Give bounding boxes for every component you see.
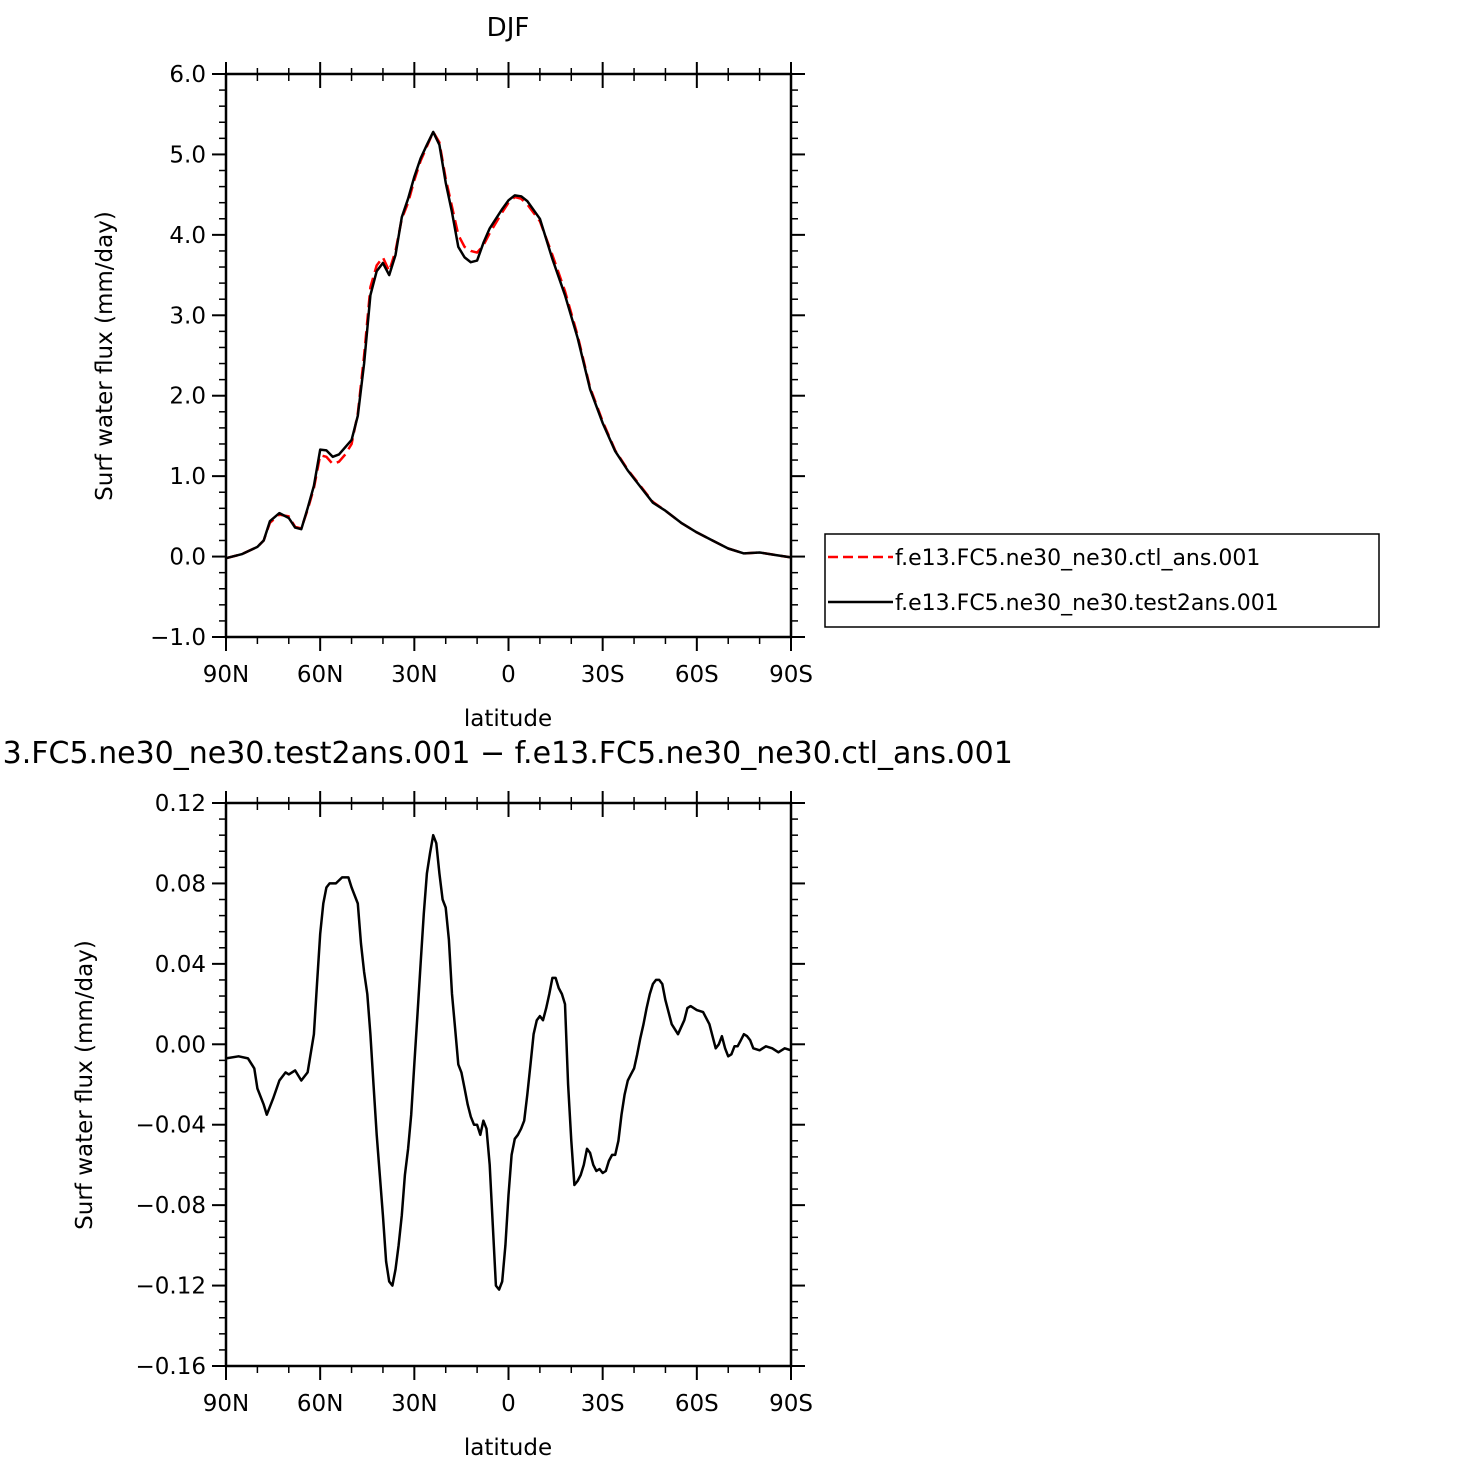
y-tick-label: 6.0 (169, 62, 206, 88)
bottom-x-axis-label: latitude (464, 1435, 552, 1461)
series-line-1 (225, 130, 792, 560)
y-tick-label: 0.08 (155, 871, 206, 897)
top-x-ticks: 90N 60N 30N 0 30S 60S 90S (203, 62, 813, 688)
bottom-y-ticks: −0.16 −0.12 −0.08 −0.04 0.00 0.04 0.08 0.12 (136, 791, 805, 1380)
top-panel: DJF −1.0 0.0 1.0 2.0 3.0 4.0 5.0 6.0 90N 60N 30N 0… (92, 13, 813, 732)
y-tick-label: 4.0 (169, 223, 206, 249)
bottom-panel: f.e13.FC5.ne30_ne30.test2ans.001 − f.e13… (0, 736, 1013, 1461)
y-tick-label: −0.08 (136, 1193, 206, 1219)
top-chart-marks (225, 130, 792, 560)
top-y-axis-label: Surf water flux (mm/day) (92, 211, 118, 501)
x-tick-label: 90N (203, 1391, 249, 1417)
x-tick-label: 30N (391, 1391, 437, 1417)
y-tick-label: −1.0 (150, 625, 206, 651)
bottom-chart-title: f.e13.FC5.ne30_ne30.test2ans.001 − f.e13… (0, 736, 1013, 771)
top-plot-frame (224, 72, 793, 639)
bottom-chart-marks (225, 833, 792, 1291)
x-tick-label: 90N (203, 662, 249, 688)
top-y-ticks: −1.0 0.0 1.0 2.0 3.0 4.0 5.0 6.0 (150, 62, 805, 651)
x-tick-label: 30S (581, 662, 625, 688)
y-tick-label: 1.0 (169, 464, 206, 490)
y-tick-label: −0.16 (136, 1354, 206, 1380)
x-tick-label: 60S (675, 662, 719, 688)
x-tick-label: 0 (501, 1391, 516, 1417)
y-tick-label: 0.04 (155, 952, 206, 978)
legend: f.e13.FC5.ne30_ne30.ctl_ans.001 f.e13.FC… (824, 533, 1380, 628)
x-tick-label: 60N (297, 1391, 343, 1417)
y-tick-label: 0.00 (155, 1032, 206, 1058)
legend-label-test: f.e13.FC5.ne30_ne30.test2ans.001 (895, 591, 1279, 616)
bottom-y-axis-label: Surf water flux (mm/day) (72, 940, 98, 1230)
bottom-plot-frame (224, 801, 793, 1368)
top-x-axis-label: latitude (464, 706, 552, 732)
x-tick-label: 90S (769, 662, 813, 688)
y-tick-label: −0.12 (136, 1274, 206, 1300)
x-tick-label: 30S (581, 1391, 625, 1417)
y-tick-label: 0.0 (169, 545, 206, 571)
series-line-0 (225, 833, 792, 1291)
y-tick-label: 3.0 (169, 303, 206, 329)
y-tick-label: 5.0 (169, 142, 206, 168)
top-chart-title: DJF (487, 13, 530, 43)
x-tick-label: 30N (391, 662, 437, 688)
legend-label-ctl: f.e13.FC5.ne30_ne30.ctl_ans.001 (895, 546, 1260, 571)
x-tick-label: 0 (501, 662, 516, 688)
x-tick-label: 90S (769, 1391, 813, 1417)
x-tick-label: 60S (675, 1391, 719, 1417)
bottom-x-ticks: 90N 60N 30N 0 30S 60S 90S (203, 791, 813, 1417)
legend-box (824, 533, 1380, 628)
x-tick-label: 60N (297, 662, 343, 688)
y-tick-label: 2.0 (169, 384, 206, 410)
y-tick-label: 0.12 (155, 791, 206, 817)
y-tick-label: −0.04 (136, 1113, 206, 1139)
